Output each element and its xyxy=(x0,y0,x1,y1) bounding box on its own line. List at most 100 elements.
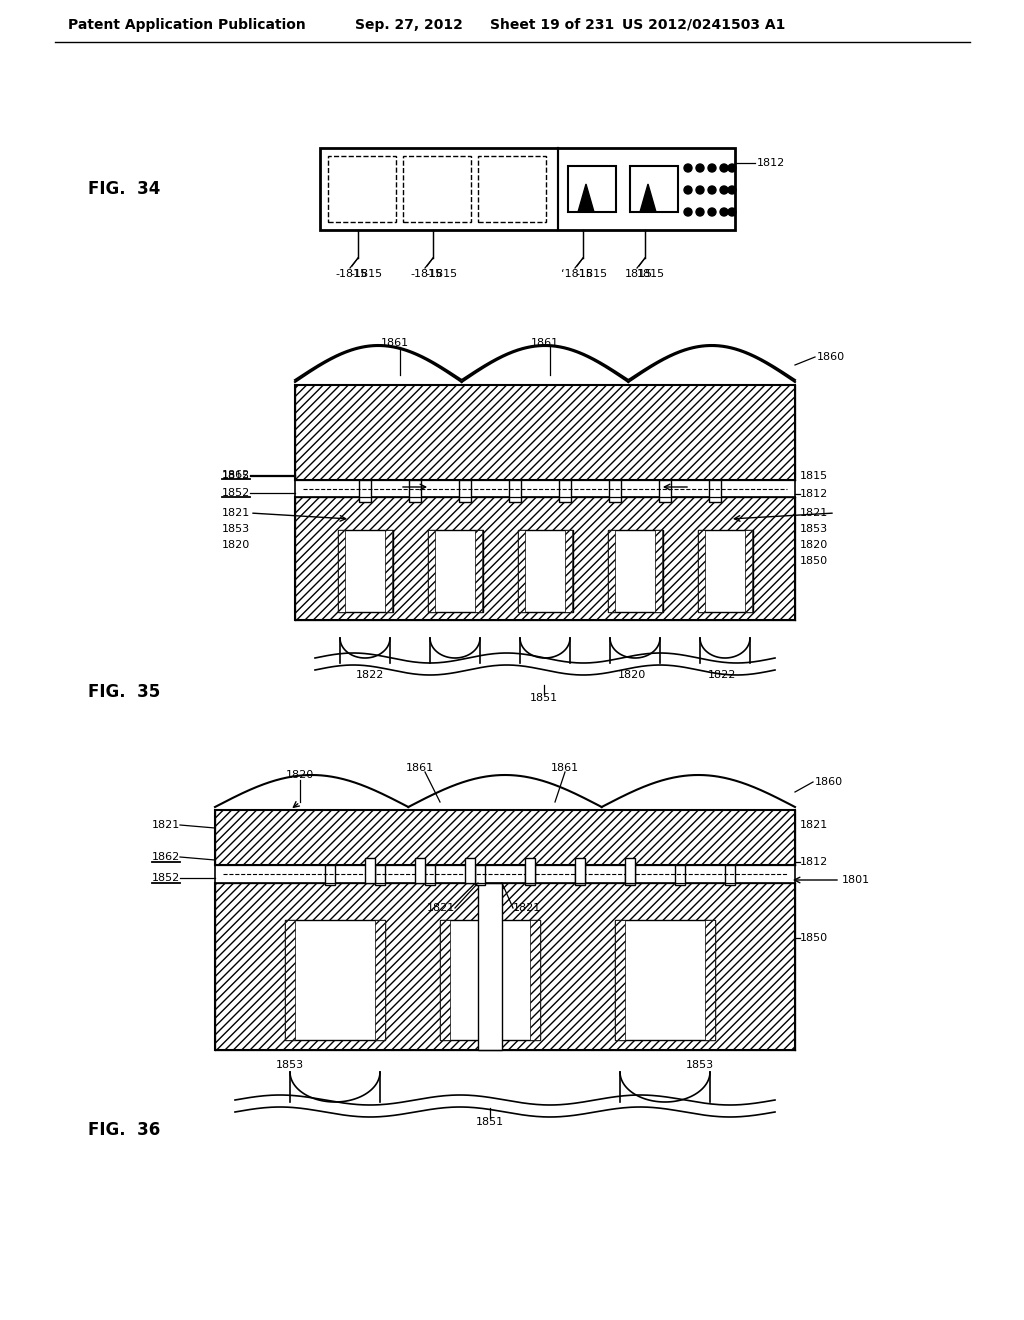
Text: Sheet 19 of 231: Sheet 19 of 231 xyxy=(490,18,614,32)
Bar xyxy=(659,480,671,502)
Bar xyxy=(525,865,535,884)
Text: 1853: 1853 xyxy=(686,1060,714,1071)
Bar xyxy=(575,865,585,884)
Bar xyxy=(608,531,663,612)
Bar xyxy=(655,531,662,612)
Bar xyxy=(365,858,375,883)
Text: -1815: -1815 xyxy=(575,269,607,279)
Circle shape xyxy=(720,209,728,216)
Bar xyxy=(409,480,421,502)
Bar xyxy=(295,385,795,480)
Bar xyxy=(608,531,615,612)
Text: US 2012/0241503 A1: US 2012/0241503 A1 xyxy=(622,18,785,32)
Bar xyxy=(295,498,795,620)
Text: Patent Application Publication: Patent Application Publication xyxy=(68,18,306,32)
Text: 1812: 1812 xyxy=(800,488,828,499)
Bar xyxy=(415,858,425,883)
Bar xyxy=(215,865,795,883)
Polygon shape xyxy=(578,183,594,213)
Bar xyxy=(559,480,571,502)
Circle shape xyxy=(684,186,692,194)
Bar xyxy=(705,920,715,1040)
Text: 1862: 1862 xyxy=(152,851,180,862)
Bar xyxy=(285,920,385,1040)
Bar xyxy=(625,858,635,883)
Text: -1815: -1815 xyxy=(425,269,457,279)
Bar xyxy=(428,531,483,612)
Text: 1851: 1851 xyxy=(476,1117,504,1127)
Text: 1851: 1851 xyxy=(530,693,558,704)
Circle shape xyxy=(684,209,692,216)
Bar xyxy=(568,166,616,213)
Bar xyxy=(215,883,795,1049)
Bar xyxy=(465,858,475,883)
Text: 1853: 1853 xyxy=(800,524,828,535)
Text: 1861: 1861 xyxy=(530,338,559,348)
Text: 1815: 1815 xyxy=(625,269,653,279)
Text: 1850: 1850 xyxy=(800,933,828,942)
Text: 1850: 1850 xyxy=(800,556,828,566)
Text: 1861: 1861 xyxy=(406,763,434,774)
Bar xyxy=(745,531,752,612)
Circle shape xyxy=(708,209,716,216)
Text: 1860: 1860 xyxy=(815,777,843,787)
Bar xyxy=(319,148,735,230)
Text: 1820: 1820 xyxy=(286,770,314,780)
Bar xyxy=(385,531,392,612)
Text: 1821: 1821 xyxy=(427,903,455,913)
Bar xyxy=(428,531,435,612)
Text: 1861: 1861 xyxy=(551,763,579,774)
Text: Sep. 27, 2012: Sep. 27, 2012 xyxy=(355,18,463,32)
Bar xyxy=(338,531,345,612)
Text: 1862: 1862 xyxy=(222,470,250,480)
Bar xyxy=(475,531,482,612)
Circle shape xyxy=(728,209,736,216)
Bar xyxy=(475,865,485,884)
Text: 1853: 1853 xyxy=(275,1060,304,1071)
Bar xyxy=(615,920,625,1040)
Text: FIG.  35: FIG. 35 xyxy=(88,682,160,701)
Bar xyxy=(328,156,396,222)
Text: 1812: 1812 xyxy=(757,158,785,168)
Circle shape xyxy=(708,186,716,194)
Bar xyxy=(625,865,635,884)
Circle shape xyxy=(720,186,728,194)
Circle shape xyxy=(728,164,736,172)
Bar xyxy=(518,531,525,612)
Text: 1821: 1821 xyxy=(152,820,180,830)
Text: 1821: 1821 xyxy=(222,508,250,517)
Text: 1822: 1822 xyxy=(708,671,736,680)
Bar xyxy=(575,858,585,883)
Bar xyxy=(459,480,471,502)
Text: 1861: 1861 xyxy=(381,338,409,348)
Circle shape xyxy=(696,186,705,194)
Bar xyxy=(295,480,795,498)
Circle shape xyxy=(696,164,705,172)
Text: 1820: 1820 xyxy=(800,540,828,550)
Bar xyxy=(675,865,685,884)
Polygon shape xyxy=(640,183,656,213)
Text: 1812: 1812 xyxy=(800,857,828,867)
Bar xyxy=(525,858,535,883)
Circle shape xyxy=(708,164,716,172)
Bar xyxy=(425,865,435,884)
Bar xyxy=(285,920,295,1040)
Bar xyxy=(440,920,450,1040)
Circle shape xyxy=(720,164,728,172)
Bar xyxy=(325,865,335,884)
Bar xyxy=(630,166,678,213)
Text: 1820: 1820 xyxy=(222,540,250,550)
Text: 1822: 1822 xyxy=(355,671,384,680)
Text: 1815: 1815 xyxy=(637,269,666,279)
Text: 1801: 1801 xyxy=(842,875,870,884)
Text: 1852: 1852 xyxy=(152,873,180,883)
Text: -1815: -1815 xyxy=(411,269,443,279)
Text: 1820: 1820 xyxy=(617,671,646,680)
Bar xyxy=(615,920,715,1040)
Bar xyxy=(725,865,735,884)
Text: 1821: 1821 xyxy=(513,903,542,913)
Bar xyxy=(375,865,385,884)
Text: 1852: 1852 xyxy=(222,488,250,498)
Text: FIG.  36: FIG. 36 xyxy=(88,1121,160,1139)
Bar xyxy=(698,531,705,612)
